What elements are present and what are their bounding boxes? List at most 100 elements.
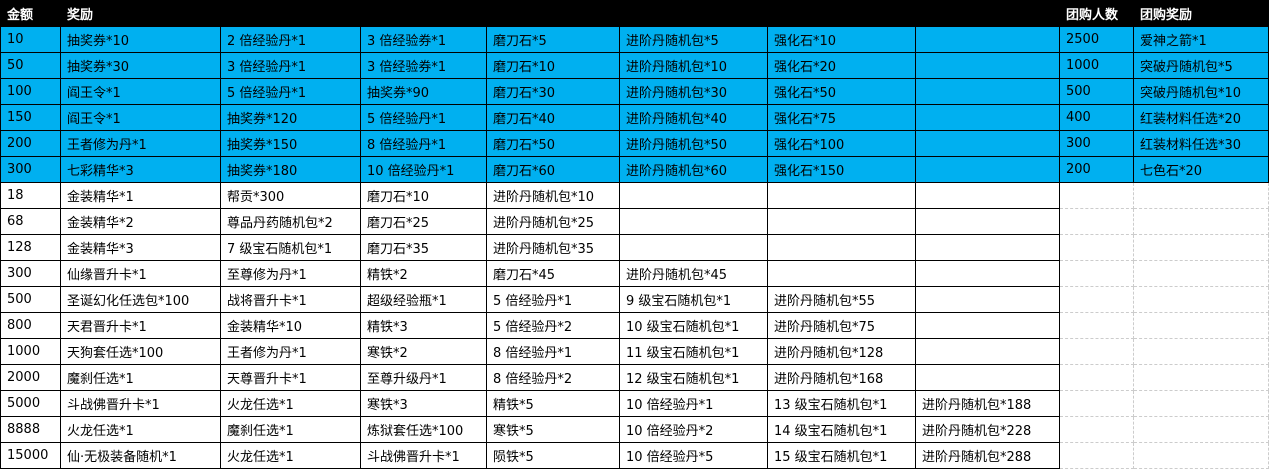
reward-cell[interactable]: 仙缘晋升卡*1 bbox=[60, 260, 221, 287]
reward-cell[interactable]: 斗战佛晋升卡*1 bbox=[360, 442, 487, 469]
group-reward-cell[interactable] bbox=[1133, 364, 1269, 391]
group-count-cell[interactable] bbox=[1059, 416, 1134, 443]
group-reward-cell[interactable]: 突破丹随机包*10 bbox=[1133, 78, 1269, 105]
header-cell[interactable] bbox=[915, 0, 1060, 27]
group-reward-cell[interactable] bbox=[1133, 338, 1269, 365]
reward-cell[interactable]: 尊品丹药随机包*2 bbox=[220, 208, 361, 235]
reward-cell[interactable]: 精铁*3 bbox=[360, 312, 487, 339]
reward-cell[interactable]: 进阶丹随机包*288 bbox=[915, 442, 1060, 469]
reward-cell[interactable]: 5 倍经验丹*2 bbox=[486, 312, 620, 339]
group-count-cell[interactable] bbox=[1059, 442, 1134, 469]
reward-cell[interactable]: 10 倍经验丹*2 bbox=[619, 416, 768, 443]
reward-cell[interactable]: 7 级宝石随机包*1 bbox=[220, 234, 361, 261]
reward-cell[interactable]: 进阶丹随机包*188 bbox=[915, 390, 1060, 417]
reward-cell[interactable]: 磨刀石*30 bbox=[486, 78, 620, 105]
group-reward-cell[interactable] bbox=[1133, 312, 1269, 339]
reward-cell[interactable]: 9 级宝石随机包*1 bbox=[619, 286, 768, 313]
amount-cell[interactable]: 18 bbox=[0, 182, 61, 209]
reward-cell[interactable] bbox=[915, 286, 1060, 313]
reward-cell[interactable]: 金装精华*2 bbox=[60, 208, 221, 235]
reward-cell[interactable]: 5 倍经验丹*1 bbox=[360, 104, 487, 131]
group-reward-cell[interactable] bbox=[1133, 234, 1269, 261]
reward-cell[interactable]: 抽奖券*30 bbox=[60, 52, 221, 79]
reward-cell[interactable]: 强化石*20 bbox=[767, 52, 916, 79]
reward-cell[interactable]: 进阶丹随机包*40 bbox=[619, 104, 768, 131]
reward-cell[interactable] bbox=[915, 260, 1060, 287]
group-count-cell[interactable] bbox=[1059, 260, 1134, 287]
reward-cell[interactable]: 磨刀石*25 bbox=[360, 208, 487, 235]
amount-cell[interactable]: 50 bbox=[0, 52, 61, 79]
amount-cell[interactable]: 1000 bbox=[0, 338, 61, 365]
reward-cell[interactable]: 10 倍经验丹*5 bbox=[619, 442, 768, 469]
reward-cell[interactable]: 魔刹任选*1 bbox=[60, 364, 221, 391]
header-cell[interactable] bbox=[486, 0, 620, 27]
amount-cell[interactable]: 500 bbox=[0, 286, 61, 313]
reward-cell[interactable]: 金装精华*3 bbox=[60, 234, 221, 261]
group-reward-cell[interactable] bbox=[1133, 286, 1269, 313]
reward-cell[interactable]: 8 倍经验丹*2 bbox=[486, 364, 620, 391]
reward-cell[interactable] bbox=[915, 338, 1060, 365]
header-group-reward[interactable]: 团购奖励 bbox=[1133, 0, 1269, 27]
reward-cell[interactable]: 超级经验瓶*1 bbox=[360, 286, 487, 313]
group-count-cell[interactable]: 500 bbox=[1059, 78, 1134, 105]
reward-cell[interactable]: 磨刀石*35 bbox=[360, 234, 487, 261]
amount-cell[interactable]: 100 bbox=[0, 78, 61, 105]
reward-cell[interactable]: 抽奖券*120 bbox=[220, 104, 361, 131]
group-reward-cell[interactable] bbox=[1133, 260, 1269, 287]
reward-cell[interactable] bbox=[619, 234, 768, 261]
reward-cell[interactable] bbox=[619, 182, 768, 209]
amount-cell[interactable]: 800 bbox=[0, 312, 61, 339]
group-count-cell[interactable] bbox=[1059, 286, 1134, 313]
group-reward-cell[interactable]: 突破丹随机包*5 bbox=[1133, 52, 1269, 79]
reward-cell[interactable] bbox=[619, 208, 768, 235]
reward-cell[interactable]: 炼狱套任选*100 bbox=[360, 416, 487, 443]
group-reward-cell[interactable] bbox=[1133, 442, 1269, 469]
group-count-cell[interactable] bbox=[1059, 312, 1134, 339]
reward-cell[interactable]: 寒铁*5 bbox=[486, 416, 620, 443]
reward-cell[interactable]: 磨刀石*5 bbox=[486, 26, 620, 53]
reward-cell[interactable]: 进阶丹随机包*35 bbox=[486, 234, 620, 261]
reward-cell[interactable]: 抽奖券*90 bbox=[360, 78, 487, 105]
reward-cell[interactable]: 磨刀石*60 bbox=[486, 156, 620, 183]
reward-cell[interactable]: 2 倍经验丹*1 bbox=[220, 26, 361, 53]
reward-cell[interactable]: 14 级宝石随机包*1 bbox=[767, 416, 916, 443]
reward-cell[interactable]: 进阶丹随机包*45 bbox=[619, 260, 768, 287]
reward-cell[interactable]: 强化石*50 bbox=[767, 78, 916, 105]
reward-cell[interactable] bbox=[915, 234, 1060, 261]
reward-cell[interactable]: 抽奖券*150 bbox=[220, 130, 361, 157]
group-reward-cell[interactable] bbox=[1133, 416, 1269, 443]
header-cell[interactable] bbox=[767, 0, 916, 27]
reward-cell[interactable]: 战将晋升卡*1 bbox=[220, 286, 361, 313]
reward-cell[interactable] bbox=[915, 312, 1060, 339]
reward-cell[interactable]: 15 级宝石随机包*1 bbox=[767, 442, 916, 469]
header-cell[interactable] bbox=[220, 0, 361, 27]
header-cell[interactable] bbox=[619, 0, 768, 27]
reward-cell[interactable] bbox=[915, 364, 1060, 391]
group-reward-cell[interactable]: 红装材料任选*20 bbox=[1133, 104, 1269, 131]
amount-cell[interactable]: 10 bbox=[0, 26, 61, 53]
reward-cell[interactable]: 进阶丹随机包*10 bbox=[619, 52, 768, 79]
reward-cell[interactable]: 王者修为丹*1 bbox=[60, 130, 221, 157]
reward-cell[interactable]: 阎王令*1 bbox=[60, 78, 221, 105]
group-reward-cell[interactable]: 红装材料任选*30 bbox=[1133, 130, 1269, 157]
group-count-cell[interactable] bbox=[1059, 208, 1134, 235]
reward-cell[interactable] bbox=[915, 26, 1060, 53]
group-count-cell[interactable]: 1000 bbox=[1059, 52, 1134, 79]
reward-cell[interactable]: 进阶丹随机包*60 bbox=[619, 156, 768, 183]
reward-cell[interactable]: 进阶丹随机包*75 bbox=[767, 312, 916, 339]
reward-cell[interactable] bbox=[767, 260, 916, 287]
group-reward-cell[interactable] bbox=[1133, 208, 1269, 235]
reward-cell[interactable]: 圣诞幻化任选包*100 bbox=[60, 286, 221, 313]
reward-cell[interactable]: 10 倍经验丹*1 bbox=[619, 390, 768, 417]
amount-cell[interactable]: 5000 bbox=[0, 390, 61, 417]
reward-cell[interactable]: 仙·无极装备随机*1 bbox=[60, 442, 221, 469]
reward-cell[interactable]: 进阶丹随机包*168 bbox=[767, 364, 916, 391]
amount-cell[interactable]: 200 bbox=[0, 130, 61, 157]
reward-cell[interactable]: 王者修为丹*1 bbox=[220, 338, 361, 365]
reward-cell[interactable]: 金装精华*1 bbox=[60, 182, 221, 209]
reward-cell[interactable]: 精铁*5 bbox=[486, 390, 620, 417]
reward-cell[interactable]: 磨刀石*10 bbox=[486, 52, 620, 79]
reward-cell[interactable]: 火龙任选*1 bbox=[220, 442, 361, 469]
reward-cell[interactable]: 至尊升级丹*1 bbox=[360, 364, 487, 391]
reward-cell[interactable]: 5 倍经验丹*1 bbox=[486, 286, 620, 313]
